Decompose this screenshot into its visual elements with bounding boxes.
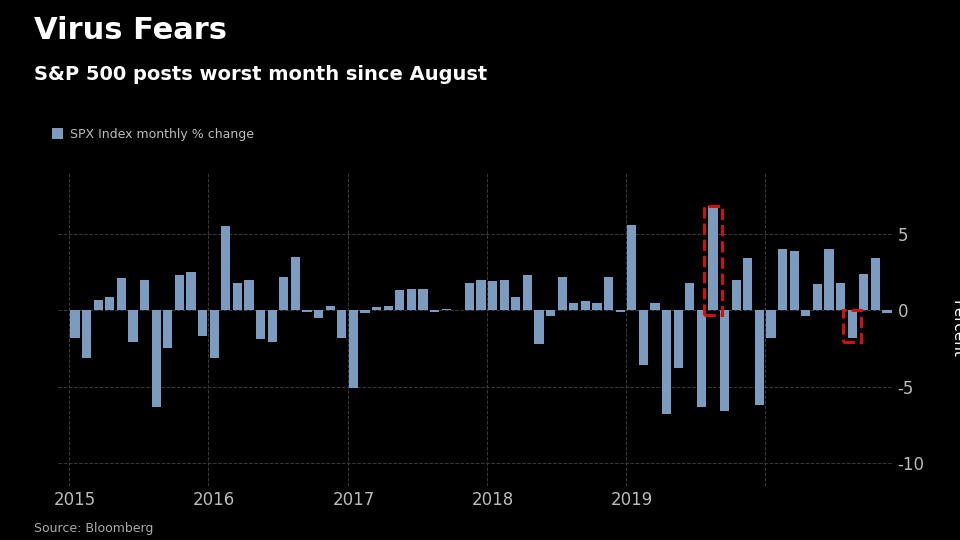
Bar (813, 285, 822, 310)
Bar (743, 258, 753, 310)
Bar (314, 310, 324, 318)
Bar (221, 226, 230, 310)
Bar (778, 249, 787, 310)
Bar (465, 283, 474, 310)
Bar (499, 280, 509, 310)
Bar (704, 206, 722, 315)
Bar (442, 309, 451, 310)
Text: Virus Fears: Virus Fears (34, 16, 227, 45)
Bar (535, 310, 543, 344)
Bar (233, 283, 242, 310)
Bar (512, 296, 520, 310)
Bar (198, 310, 207, 336)
Bar (279, 276, 288, 310)
Bar (592, 302, 602, 310)
Bar (604, 276, 613, 310)
Bar (720, 310, 730, 411)
Bar (825, 249, 833, 310)
Bar (360, 310, 370, 313)
Bar (245, 280, 253, 310)
Bar (627, 225, 636, 310)
Bar (82, 310, 91, 357)
Bar (129, 310, 137, 342)
Bar (337, 310, 347, 338)
Bar (859, 274, 869, 310)
Bar (152, 310, 160, 407)
Bar (419, 289, 427, 310)
Bar (766, 310, 776, 338)
Bar (430, 310, 439, 312)
Bar (70, 310, 80, 338)
Bar (325, 306, 335, 310)
Bar (790, 251, 799, 310)
Bar (674, 310, 683, 368)
Bar (268, 310, 276, 342)
Bar (836, 283, 845, 310)
Bar (802, 310, 810, 316)
Bar (882, 310, 892, 313)
Bar (651, 302, 660, 310)
Bar (638, 310, 648, 365)
Bar (755, 310, 764, 405)
Bar (843, 310, 861, 342)
Bar (581, 301, 590, 310)
Bar (708, 206, 717, 310)
Bar (546, 310, 555, 316)
Bar (140, 280, 149, 310)
Bar (697, 310, 706, 407)
Bar (186, 272, 196, 310)
Bar (372, 307, 381, 310)
Text: S&P 500 posts worst month since August: S&P 500 posts worst month since August (34, 65, 487, 84)
Bar (488, 281, 497, 310)
Bar (848, 310, 856, 338)
Legend: SPX Index monthly % change: SPX Index monthly % change (47, 123, 258, 146)
Bar (291, 257, 300, 310)
Bar (94, 300, 103, 310)
Bar (558, 276, 566, 310)
Bar (407, 289, 416, 310)
Bar (569, 302, 578, 310)
Bar (732, 280, 741, 310)
Bar (163, 310, 173, 348)
Bar (685, 283, 694, 310)
Bar (348, 310, 358, 388)
Text: Source: Bloomberg: Source: Bloomberg (34, 522, 153, 535)
Y-axis label: Percent: Percent (949, 300, 960, 359)
Bar (384, 306, 393, 310)
Bar (117, 278, 126, 310)
Bar (615, 310, 625, 312)
Bar (396, 291, 404, 310)
Bar (302, 310, 312, 312)
Bar (523, 275, 532, 310)
Bar (106, 296, 114, 310)
Bar (476, 280, 486, 310)
Bar (871, 258, 880, 310)
Bar (175, 275, 184, 310)
Bar (662, 310, 671, 414)
Bar (209, 310, 219, 357)
Bar (256, 310, 265, 339)
